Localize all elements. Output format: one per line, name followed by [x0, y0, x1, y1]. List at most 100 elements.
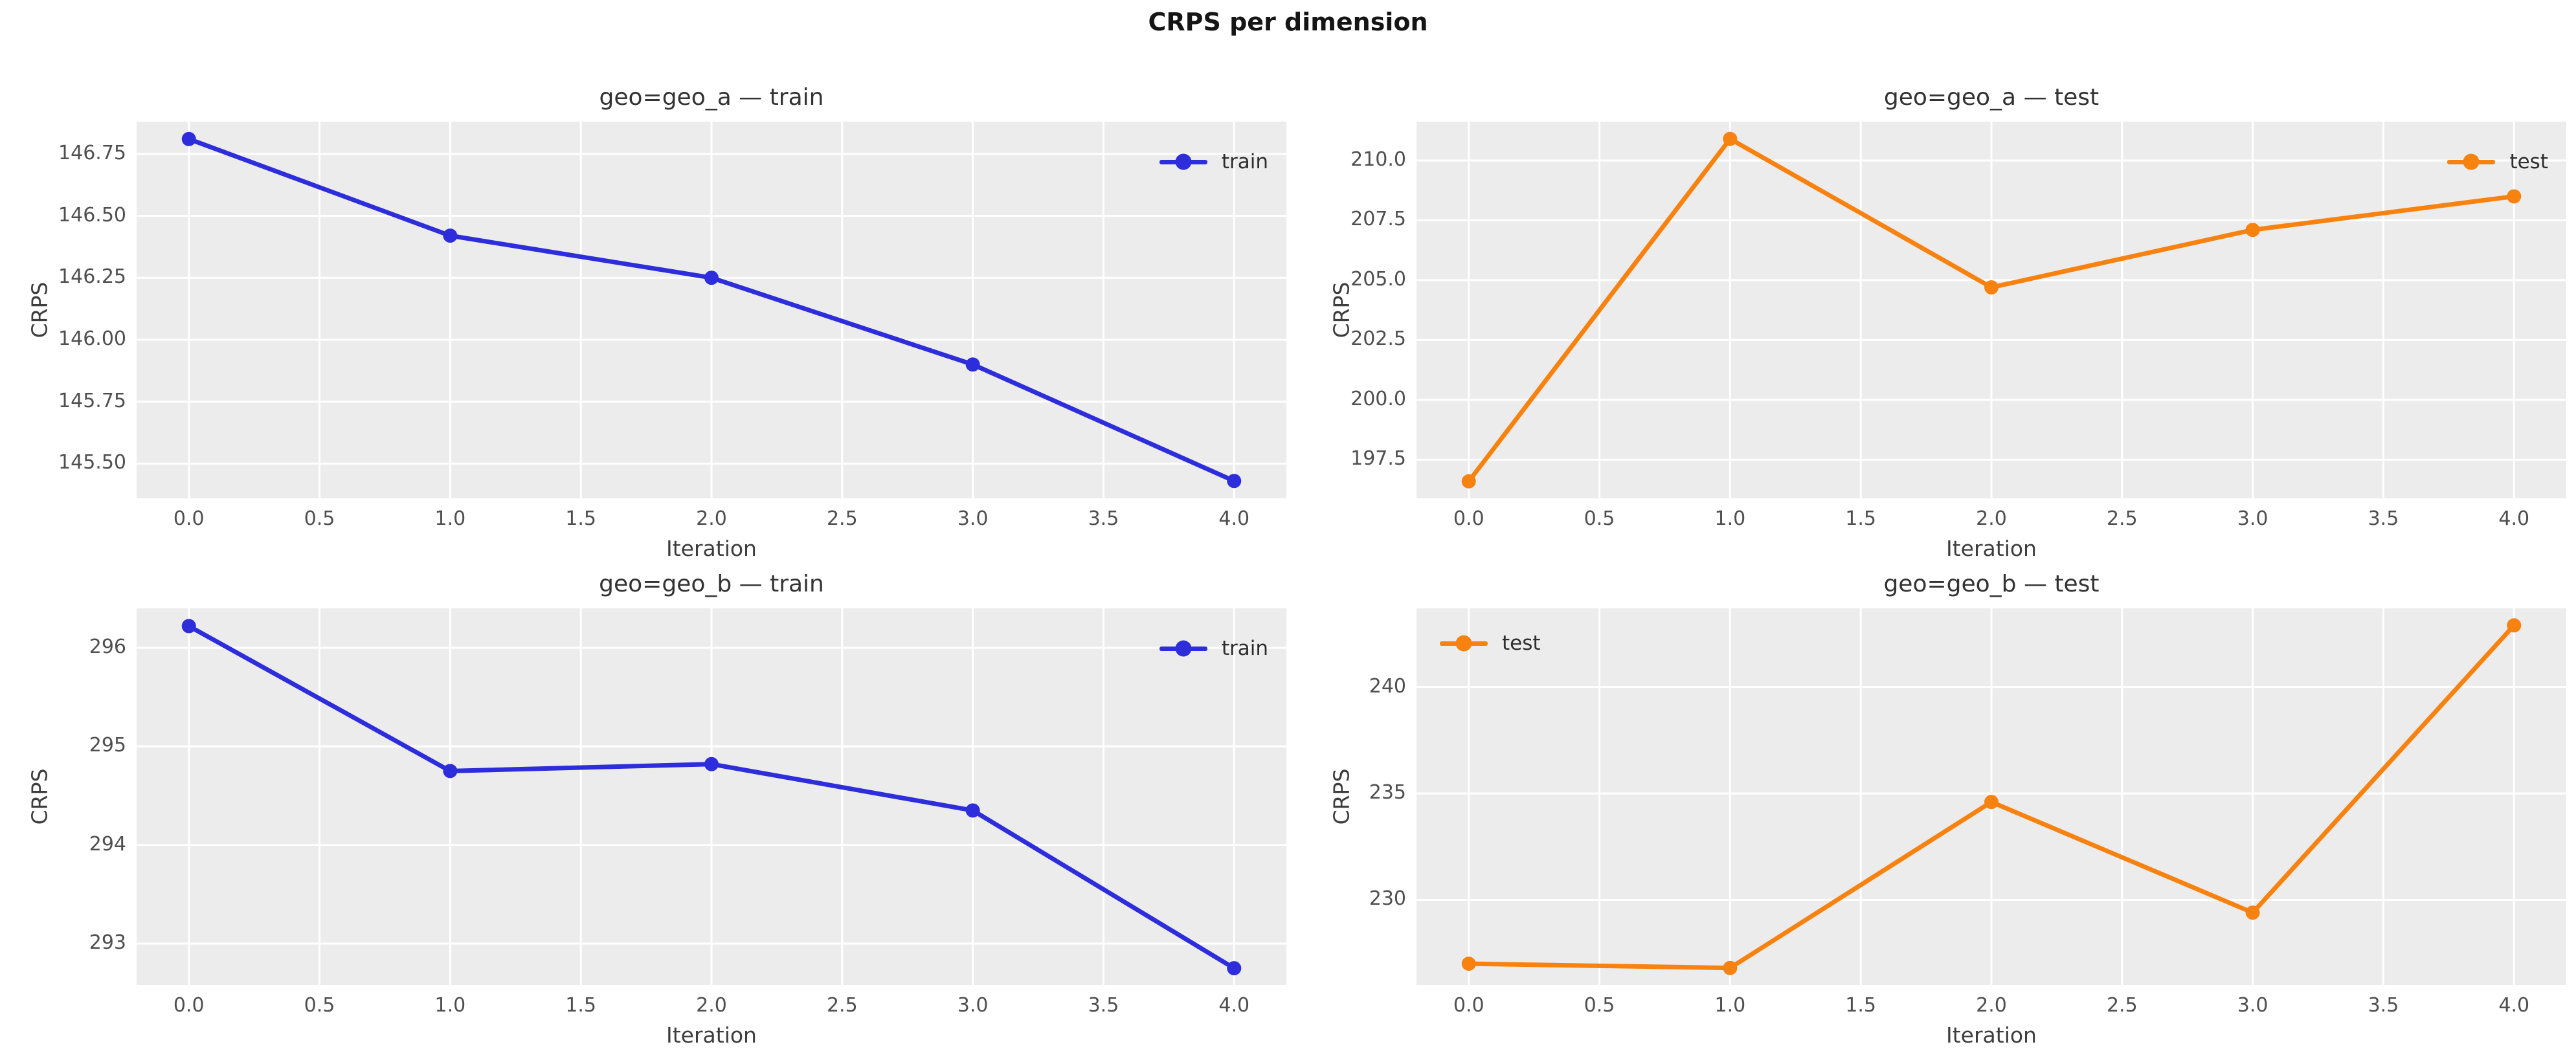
data-point-train: [965, 357, 980, 372]
legend-label: test: [2509, 150, 2548, 173]
data-point-train: [443, 764, 458, 779]
data-point-test: [1984, 280, 1999, 295]
subplot-geo-a-train: geo=geo_a — train CRPS Iteration train 0…: [27, 84, 1286, 561]
y-tick-label: 146.25: [58, 265, 126, 289]
x-axis-label: Iteration: [1946, 536, 2037, 561]
data-point-train: [443, 228, 458, 243]
x-tick-label: 3.0: [957, 994, 989, 1017]
y-tick-label: 146.75: [58, 141, 126, 164]
subplot-title: geo=geo_a — test: [1883, 84, 2100, 111]
data-point-test: [1723, 131, 1738, 146]
x-tick-label: 0.0: [173, 994, 205, 1017]
data-point-test: [2245, 223, 2260, 238]
legend-line-sample: [2447, 153, 2496, 170]
x-tick-label: 2.5: [2106, 507, 2138, 530]
subplot-geo-b-test: geo=geo_b — test CRPS Iteration test 0.0…: [1329, 571, 2566, 1048]
legend: test: [2447, 150, 2548, 173]
x-tick-label: 0.0: [173, 507, 205, 530]
x-tick-label: 3.5: [1088, 507, 1119, 530]
y-tick-label: 145.50: [58, 451, 126, 474]
x-tick-label: 1.0: [434, 507, 466, 530]
legend: train: [1159, 150, 1268, 173]
x-tick-label: 1.5: [1845, 507, 1877, 530]
y-tick-label: 205.0: [1350, 267, 1406, 291]
x-tick-label: 1.5: [565, 994, 597, 1017]
legend: train: [1159, 637, 1268, 660]
x-tick-label: 0.0: [1453, 507, 1484, 530]
plot-canvas: [1417, 122, 2566, 498]
x-tick-label: 1.0: [1714, 994, 1746, 1017]
legend: test: [1440, 632, 1541, 655]
legend-marker-icon: [1175, 153, 1192, 170]
legend-line-sample: [1440, 635, 1488, 652]
y-tick-label: 294: [89, 832, 126, 856]
x-tick-label: 2.5: [826, 994, 858, 1017]
x-tick-label: 2.0: [1976, 507, 2007, 530]
x-tick-label: 3.5: [2368, 507, 2399, 530]
data-point-test: [1984, 795, 1999, 810]
x-tick-label: 2.0: [696, 507, 727, 530]
x-tick-label: 2.5: [826, 507, 858, 530]
legend-marker-icon: [2463, 153, 2480, 170]
data-point-test: [2245, 905, 2260, 920]
y-tick-label: 145.75: [58, 389, 126, 412]
data-point-train: [181, 619, 196, 634]
legend-marker-icon: [1175, 640, 1192, 657]
x-tick-label: 4.0: [1218, 507, 1250, 530]
data-point-test: [2507, 618, 2522, 633]
data-point-train: [1227, 961, 1242, 976]
x-tick-label: 4.0: [1218, 994, 1250, 1017]
x-tick-label: 0.5: [1584, 507, 1615, 530]
y-tick-label: 200.0: [1350, 387, 1406, 410]
x-tick-label: 3.0: [957, 507, 989, 530]
x-tick-label: 1.5: [565, 507, 597, 530]
subplot-geo-b-train: geo=geo_b — train CRPS Iteration train 0…: [27, 571, 1286, 1048]
x-tick-label: 0.5: [304, 507, 335, 530]
y-tick-label: 235: [1369, 781, 1406, 804]
plot-canvas: [137, 122, 1286, 498]
subplot-title: geo=geo_b — test: [1883, 571, 2100, 597]
x-tick-label: 0.5: [304, 994, 335, 1017]
x-tick-label: 2.0: [696, 994, 727, 1017]
y-tick-label: 146.00: [58, 327, 126, 350]
data-point-test: [1461, 957, 1476, 971]
data-point-test: [2507, 189, 2522, 204]
data-point-test: [1461, 474, 1476, 489]
plot-canvas: [1417, 608, 2566, 985]
y-tick-label: 295: [89, 734, 126, 757]
figure-title: CRPS per dimension: [1148, 8, 1428, 36]
y-tick-label: 240: [1369, 674, 1406, 698]
data-point-train: [965, 803, 980, 818]
plot-canvas: [137, 608, 1286, 985]
y-tick-label: 197.5: [1350, 447, 1406, 470]
data-point-test: [1723, 960, 1738, 975]
x-tick-label: 4.0: [2498, 994, 2530, 1017]
data-point-train: [181, 131, 196, 146]
subplot-title: geo=geo_b — train: [599, 571, 824, 597]
legend-marker-icon: [1455, 635, 1472, 652]
x-tick-label: 3.0: [2237, 994, 2268, 1017]
y-tick-label: 230: [1369, 887, 1406, 911]
x-tick-label: 0.0: [1453, 994, 1484, 1017]
legend-line-sample: [1159, 153, 1207, 170]
legend-label: train: [1221, 637, 1268, 660]
subplot-title: geo=geo_a — train: [599, 84, 824, 111]
x-tick-label: 2.5: [2106, 994, 2138, 1017]
data-point-train: [704, 271, 719, 285]
x-axis-label: Iteration: [1946, 1023, 2037, 1048]
x-tick-label: 1.5: [1845, 994, 1877, 1017]
x-tick-label: 3.5: [1088, 994, 1119, 1017]
data-point-train: [704, 757, 719, 771]
x-tick-label: 4.0: [2498, 507, 2530, 530]
y-axis-label: CRPS: [27, 768, 52, 825]
y-tick-label: 146.50: [58, 203, 126, 227]
x-tick-label: 3.0: [2237, 507, 2268, 530]
y-tick-label: 207.5: [1350, 208, 1406, 231]
legend-label: test: [1502, 632, 1541, 655]
y-tick-label: 293: [89, 931, 126, 954]
x-axis-label: Iteration: [666, 536, 757, 561]
y-tick-label: 296: [89, 635, 126, 658]
x-axis-label: Iteration: [666, 1023, 757, 1048]
y-tick-label: 202.5: [1350, 327, 1406, 351]
